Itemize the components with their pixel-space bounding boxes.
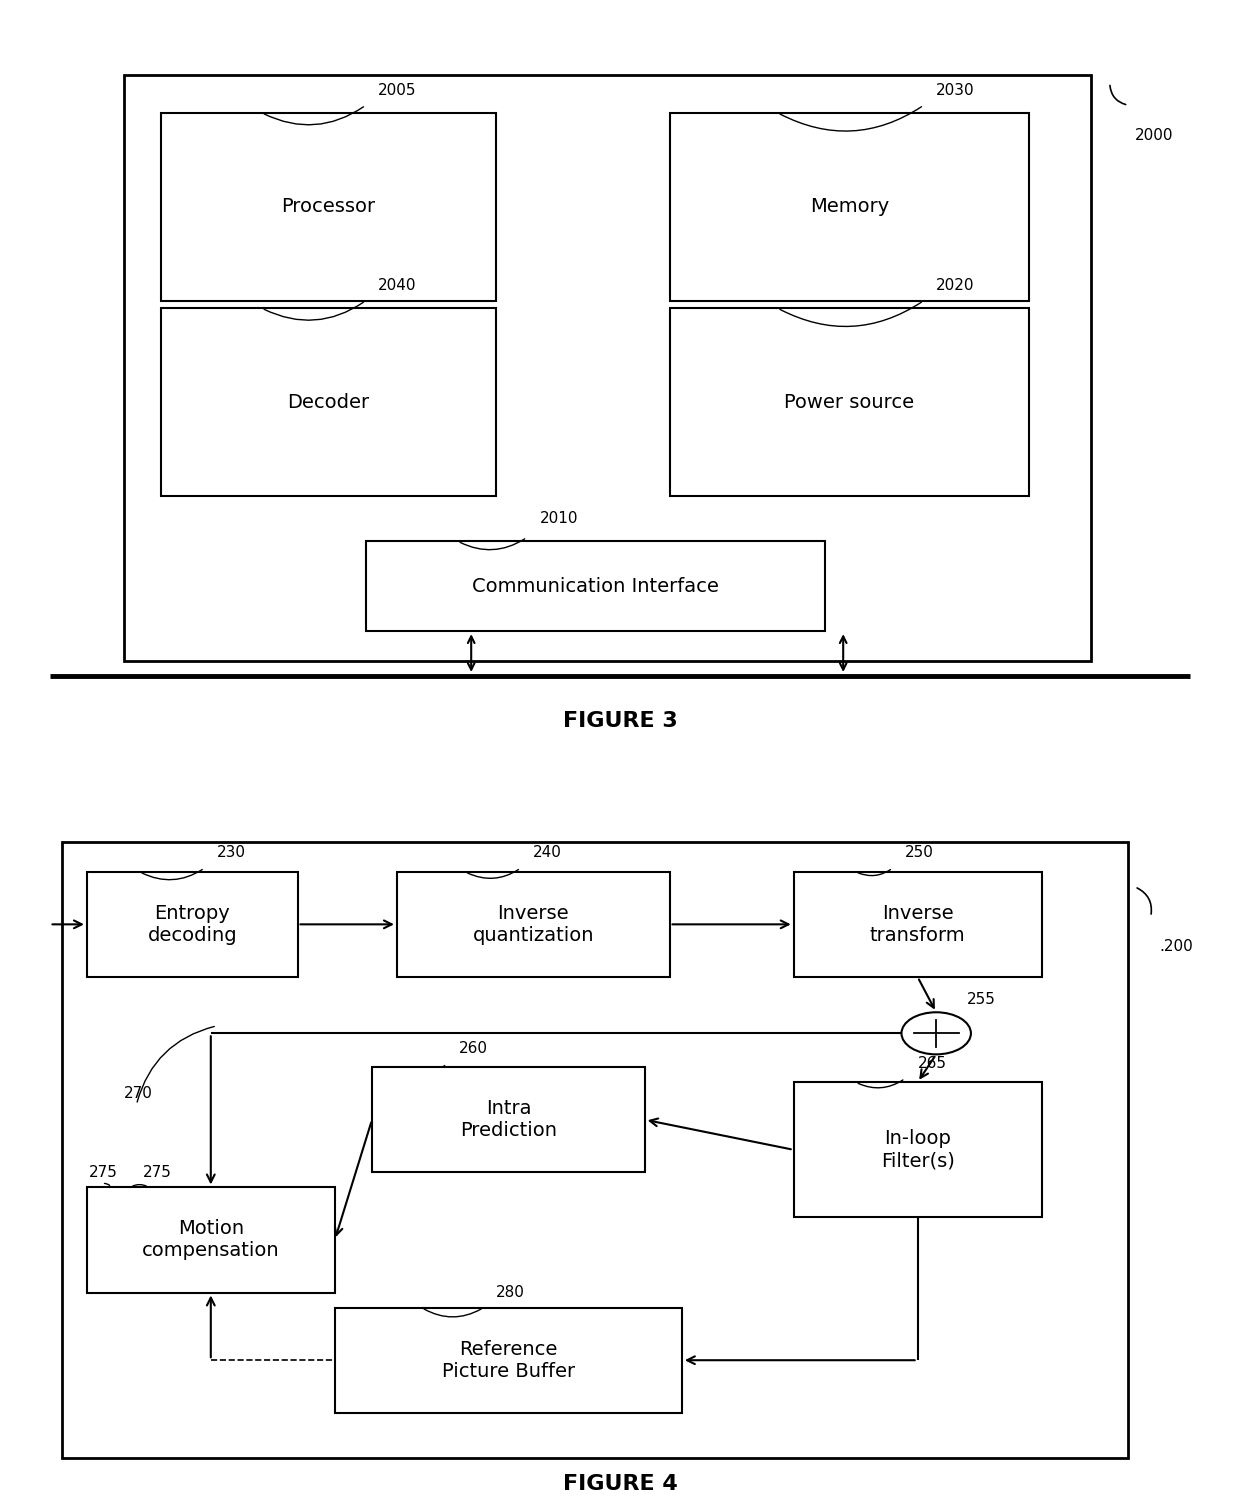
Bar xyxy=(372,1067,645,1172)
Bar xyxy=(161,113,496,301)
Text: Reference
Picture Buffer: Reference Picture Buffer xyxy=(441,1339,575,1381)
Text: 2005: 2005 xyxy=(378,83,417,98)
Text: Power source: Power source xyxy=(785,392,914,412)
Text: 265: 265 xyxy=(918,1057,946,1070)
Text: Inverse
quantization: Inverse quantization xyxy=(472,903,594,945)
Bar xyxy=(335,1308,682,1413)
Text: Motion
compensation: Motion compensation xyxy=(143,1219,279,1261)
Text: 255: 255 xyxy=(967,992,996,1007)
Text: 230: 230 xyxy=(217,846,246,860)
Bar xyxy=(670,113,1029,301)
Text: Processor: Processor xyxy=(281,197,376,216)
Bar xyxy=(87,872,298,977)
Text: 260: 260 xyxy=(459,1042,487,1055)
Text: 2020: 2020 xyxy=(936,278,975,293)
Text: FIGURE 4: FIGURE 4 xyxy=(563,1474,677,1494)
Text: 2000: 2000 xyxy=(1135,128,1173,143)
Text: Inverse
transform: Inverse transform xyxy=(869,903,966,945)
Text: 2040: 2040 xyxy=(378,278,417,293)
Bar xyxy=(124,75,1091,661)
Text: 240: 240 xyxy=(533,846,562,860)
Text: 270: 270 xyxy=(124,1087,153,1100)
Text: 2010: 2010 xyxy=(539,511,578,526)
Text: Intra
Prediction: Intra Prediction xyxy=(460,1099,557,1141)
Text: In-loop
Filter(s): In-loop Filter(s) xyxy=(880,1129,955,1171)
Bar xyxy=(397,872,670,977)
Bar xyxy=(87,1187,335,1293)
Text: 2030: 2030 xyxy=(936,83,975,98)
Text: 280: 280 xyxy=(496,1285,525,1300)
Text: Entropy
decoding: Entropy decoding xyxy=(148,903,237,945)
Bar xyxy=(794,872,1042,977)
Text: 250: 250 xyxy=(905,846,934,860)
Text: .200: .200 xyxy=(1159,939,1193,954)
Bar xyxy=(794,1082,1042,1217)
Bar xyxy=(670,308,1029,496)
Text: Communication Interface: Communication Interface xyxy=(471,577,719,595)
Bar xyxy=(62,842,1128,1458)
Text: 275: 275 xyxy=(89,1165,118,1180)
Text: FIGURE 3: FIGURE 3 xyxy=(563,711,677,732)
Text: 275: 275 xyxy=(143,1165,171,1180)
Bar xyxy=(161,308,496,496)
Text: Memory: Memory xyxy=(810,197,889,216)
Bar xyxy=(366,541,825,631)
Text: Decoder: Decoder xyxy=(288,392,370,412)
